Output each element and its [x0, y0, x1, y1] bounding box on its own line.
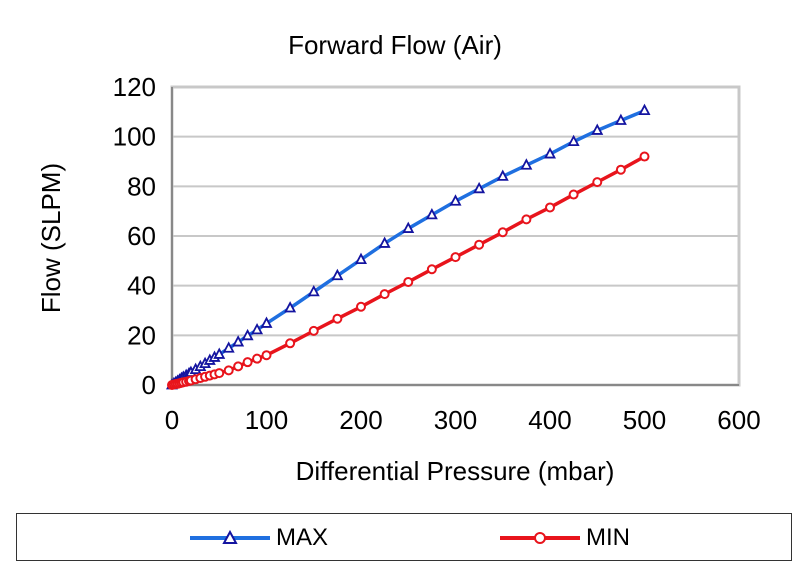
data-point-min — [223, 365, 234, 376]
data-point-max — [260, 316, 273, 328]
y-tick-label: 80 — [127, 171, 156, 201]
data-point-max — [251, 322, 264, 335]
y-tick-label: 120 — [113, 72, 156, 102]
data-point-min — [521, 214, 532, 225]
data-point-min — [356, 301, 366, 312]
y-axis-label: Flow (SLPM) — [36, 163, 66, 313]
x-axis-label: Differential Pressure (mbar) — [296, 456, 615, 486]
y-tick-label: 60 — [127, 221, 156, 251]
data-point-max — [520, 158, 533, 170]
data-point-min — [568, 189, 579, 200]
data-point-max — [284, 301, 297, 313]
axes — [171, 87, 739, 386]
data-point-max — [496, 169, 509, 181]
data-point-max — [402, 221, 415, 233]
data-point-min — [474, 239, 485, 250]
x-tick-label: 0 — [165, 405, 179, 435]
data-point-max — [449, 194, 462, 206]
x-tick-label: 200 — [339, 405, 382, 435]
data-point-max — [307, 284, 320, 297]
data-point-min — [261, 350, 272, 361]
data-point-min — [214, 368, 225, 379]
data-point-min — [308, 325, 319, 336]
data-point-max — [425, 207, 438, 220]
data-point-max — [241, 328, 254, 341]
data-point-max — [591, 123, 604, 135]
data-point-min — [497, 227, 508, 238]
y-tick-label: 40 — [127, 271, 156, 301]
data-point-min — [233, 361, 244, 372]
data-point-min — [379, 289, 390, 300]
legend-label-max: MAX — [276, 524, 329, 551]
data-point-max — [544, 147, 556, 159]
x-tick-label: 600 — [717, 405, 760, 435]
chart-title: Forward Flow (Air) — [288, 30, 502, 60]
y-tick-label: 20 — [127, 320, 156, 350]
data-point-max — [222, 341, 235, 353]
legend-item-min: MIN — [500, 514, 630, 562]
x-tick-label: 400 — [528, 405, 571, 435]
data-point-min — [252, 353, 263, 364]
x-tick-label: 100 — [245, 405, 288, 435]
data-point-min — [332, 313, 343, 324]
data-point-min — [242, 357, 253, 368]
data-point-min — [639, 151, 650, 162]
series — [166, 103, 651, 390]
data-point-min — [615, 164, 626, 175]
data-point-min — [592, 177, 603, 188]
data-point-max — [378, 236, 391, 248]
data-point-max — [213, 347, 226, 359]
data-point-max — [232, 335, 245, 347]
data-point-max — [614, 113, 627, 125]
x-tick-label: 500 — [623, 405, 666, 435]
data-point-max — [638, 103, 651, 115]
data-point-min — [545, 202, 555, 213]
data-point-min — [285, 338, 296, 349]
tick-labels: 0 20 40 60 80 100 120 0 100 200 300 400 500 600 — [113, 72, 761, 435]
y-tick-label: 100 — [113, 122, 156, 152]
data-point-min — [426, 264, 437, 275]
triangle-marker-icon — [190, 529, 270, 544]
gridlines — [172, 135, 739, 337]
legend-label-min: MIN — [586, 524, 630, 551]
x-tick-label: 300 — [434, 405, 477, 435]
data-point-max — [473, 181, 486, 194]
data-point-max — [331, 268, 344, 281]
series-min — [167, 151, 650, 390]
circle-marker-icon — [500, 532, 580, 544]
data-point-max — [567, 134, 580, 147]
legend-item-max: MAX — [190, 514, 328, 562]
data-point-min — [403, 276, 414, 287]
legend: MAX MIN — [16, 513, 792, 561]
data-point-max — [355, 252, 367, 264]
data-point-min — [450, 252, 461, 263]
y-tick-label: 0 — [142, 370, 156, 400]
